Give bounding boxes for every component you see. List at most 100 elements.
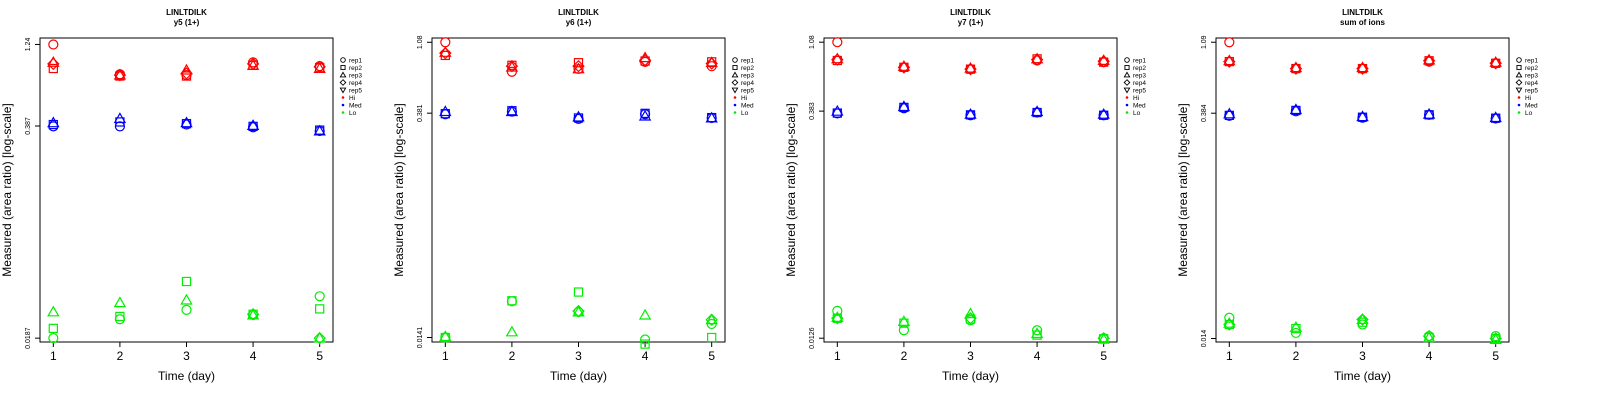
data-point-rep4-hi (1097, 55, 1110, 68)
legend-label: rep3 (349, 72, 362, 79)
data-point-rep3-med (831, 104, 844, 116)
legend-marker-rep3 (1515, 71, 1523, 78)
data-point-rep4-hi (705, 57, 718, 70)
legend-marker-med (1517, 103, 1521, 107)
legend-label: Med (349, 102, 362, 109)
legend-marker-rep4 (731, 79, 739, 86)
data-point-rep2-lo (48, 323, 58, 334)
data-point-rep4-lo (964, 312, 977, 325)
data-point-rep4-hi (1030, 53, 1044, 66)
data-point-rep4-lo (831, 312, 844, 325)
legend-marker-lo (1517, 111, 1521, 114)
data-point-rep3-hi (1223, 54, 1236, 66)
legend-label: Lo (1133, 110, 1141, 117)
data-point-rep4-hi (47, 57, 60, 71)
legend-label: Med (1133, 102, 1146, 109)
data-point-rep3-lo (897, 315, 911, 326)
data-point-rep2-hi (181, 71, 192, 81)
data-point-rep2-lo (573, 287, 584, 297)
legend-label: rep5 (741, 87, 754, 94)
data-point-rep3-lo (1289, 320, 1303, 332)
data-point-rep4-lo (705, 313, 718, 327)
y-tick-label: 0.383 (809, 102, 816, 120)
data-point-rep3-lo (638, 308, 652, 320)
data-point-rep3-med (897, 100, 911, 112)
data-point-rep4-hi (831, 53, 844, 66)
y-tick-label: 0.014 (1201, 330, 1208, 348)
legend-marker-med (733, 103, 737, 107)
y-tick-label: 1.08 (417, 35, 424, 49)
data-point-rep4-hi (313, 60, 326, 74)
y-axis-label: Measured (area ratio) [log-scale] (392, 103, 406, 276)
data-point-rep4-hi (1223, 55, 1236, 68)
data-point-rep3-med (1097, 107, 1110, 119)
data-point-rep3-med (439, 105, 452, 117)
data-point-rep2-med (965, 110, 976, 120)
data-point-rep2-lo (115, 311, 125, 322)
data-point-rep1-lo (48, 333, 59, 344)
data-point-rep4-hi (572, 59, 585, 73)
legend-marker-lo (733, 111, 737, 114)
data-point-rep3-med (1356, 110, 1369, 122)
data-point-rep3-med (113, 112, 127, 124)
x-tick-label: 2 (1293, 349, 1300, 363)
legend-marker-med (1125, 103, 1129, 107)
legend-label: rep1 (349, 57, 362, 64)
legend-marker-rep5 (1123, 87, 1131, 94)
data-point-rep4-hi (113, 68, 127, 82)
legend-label: rep3 (1525, 72, 1538, 79)
data-point-rep4-hi (638, 53, 652, 67)
data-point-rep3-hi (113, 68, 127, 80)
legend-marker-rep1 (1124, 57, 1130, 63)
y-tick-label: 0.0126 (809, 327, 816, 349)
legend-label: Hi (349, 95, 355, 102)
data-point-rep2-hi (48, 63, 58, 74)
plot-frame (39, 37, 334, 343)
data-point-rep3-med (638, 109, 652, 121)
legend-label: rep5 (1525, 87, 1538, 94)
data-point-rep2-lo (640, 339, 650, 349)
y-tick-label: 0.384 (1201, 104, 1208, 122)
x-tick-label: 2 (509, 349, 516, 363)
legend-marker-rep5 (731, 87, 739, 94)
chart-subtitle: y7 (1+) (958, 18, 984, 27)
plot-frame (1215, 37, 1510, 343)
legend-label: Lo (349, 110, 357, 117)
x-axis-label: Time (day) (1334, 369, 1391, 383)
data-point-rep1-hi (1224, 37, 1235, 48)
data-point-rep4-hi (1289, 62, 1303, 75)
data-point-rep3-med (1422, 107, 1436, 119)
data-point-rep2-med (1424, 110, 1434, 120)
legend-marker-hi (733, 96, 737, 99)
legend-marker-rep1 (732, 57, 738, 63)
data-point-rep4-lo (572, 304, 585, 318)
legend-marker-med (341, 103, 345, 107)
legend-label: rep4 (1133, 80, 1146, 87)
data-point-rep1-lo (1224, 312, 1235, 323)
legend-label: Hi (1133, 95, 1139, 102)
legend-label: Hi (1525, 95, 1531, 102)
legend-label: rep1 (1133, 57, 1146, 64)
legend-marker-rep1 (340, 57, 346, 63)
x-tick-label: 3 (183, 349, 190, 363)
data-point-rep3-lo (113, 296, 127, 308)
data-point-rep3-med (1489, 111, 1502, 123)
x-tick-label: 1 (50, 349, 57, 363)
data-point-rep3-hi (1030, 52, 1044, 64)
x-tick-label: 2 (117, 349, 124, 363)
data-point-rep2-lo (707, 332, 717, 343)
legend-marker-rep1 (1516, 57, 1522, 63)
data-point-rep3-hi (964, 61, 977, 73)
data-point-rep3-med (1223, 107, 1236, 119)
data-point-rep3-lo (505, 325, 519, 337)
data-point-rep3-hi (831, 52, 844, 64)
data-point-rep3-med (1030, 105, 1044, 117)
data-point-rep4-hi (1422, 54, 1436, 68)
chart-title: LINLTDILK (166, 8, 207, 17)
x-tick-label: 1 (834, 349, 841, 363)
data-point-rep2-lo (181, 276, 192, 287)
legend-label: rep4 (1525, 80, 1538, 87)
